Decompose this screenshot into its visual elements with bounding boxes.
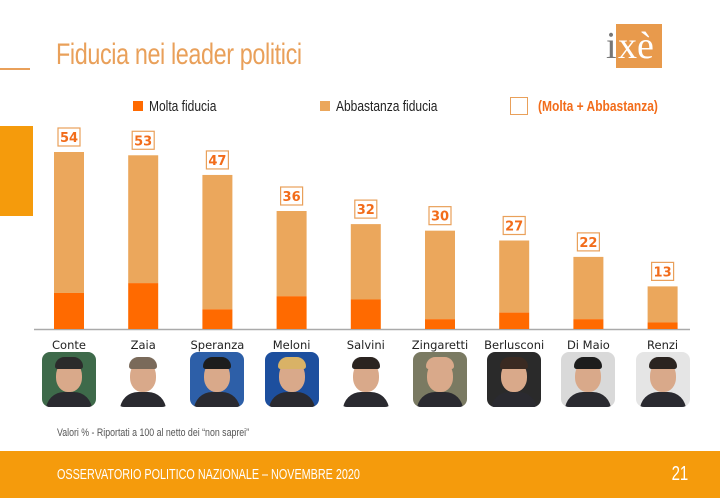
- suit-shape: [46, 392, 92, 407]
- hair-shape: [129, 357, 158, 369]
- bar-molta-conte: [54, 292, 84, 329]
- bar-abbastanza-conte: [54, 152, 84, 293]
- logo-letter-i: i: [606, 25, 617, 67]
- total-label-box: [650, 261, 675, 281]
- ixe-logo: i xè: [604, 24, 664, 68]
- hair-shape: [426, 357, 454, 369]
- bar-abbastanza-speranza: [202, 174, 233, 310]
- bar-molta-zaia: [128, 283, 159, 329]
- total-label-box: [57, 127, 81, 147]
- title-rule: [0, 68, 30, 70]
- leader-name: Conte: [52, 338, 86, 352]
- suit-shape: [417, 392, 463, 407]
- zingaretti-photo: [413, 352, 467, 407]
- hair-shape: [500, 357, 529, 369]
- footnote: Valori % - Riportati a 100 al netto dei …: [57, 427, 250, 439]
- conte-photo: [42, 352, 96, 407]
- suit-shape: [491, 392, 538, 407]
- legend-molta: Molta fiducia: [133, 96, 233, 116]
- legend-swatch-abbastanza: [320, 101, 330, 111]
- meloni-photo: [264, 352, 319, 407]
- leader-name: Zingaretti: [411, 338, 469, 352]
- suit-shape: [120, 392, 167, 407]
- suit-shape: [268, 392, 315, 407]
- speranza-photo: [190, 352, 245, 407]
- total-label-box: [576, 232, 601, 252]
- hair-shape: [55, 357, 83, 369]
- legend-swatch-molta: [133, 101, 143, 111]
- leader-name: Di Maio: [566, 338, 610, 352]
- total-label: 36: [283, 190, 301, 205]
- bar-molta-speranza: [202, 309, 233, 329]
- dimaio-photo: [561, 352, 616, 407]
- hair-shape: [203, 357, 232, 369]
- bar-molta-salvini: [350, 299, 381, 329]
- suit-shape: [342, 392, 389, 407]
- bar-molta-zingaretti: [425, 319, 455, 329]
- legend-swatch-totale: [510, 97, 528, 115]
- salvini-photo: [338, 352, 393, 407]
- total-label: 30: [431, 210, 449, 225]
- total-label: 27: [505, 220, 523, 235]
- legend-label-abbastanza: Abbastanza fiducia: [336, 97, 438, 115]
- logo-letters-xe: xè: [618, 25, 654, 67]
- leader-name: Meloni: [272, 338, 311, 352]
- hair-shape: [574, 357, 603, 369]
- footer-text: OSSERVATORIO POLITICO NAZIONALE – NOVEMB…: [57, 466, 360, 483]
- bar-abbastanza-salvini: [350, 224, 381, 300]
- total-label-box: [205, 150, 229, 170]
- bar-abbastanza-dimaio: [573, 256, 604, 320]
- page-number: 21: [671, 463, 688, 485]
- total-label: 13: [654, 265, 672, 280]
- suit-shape: [639, 392, 686, 407]
- legend-label-molta: Molta fiducia: [149, 97, 217, 115]
- total-label: 54: [60, 131, 78, 146]
- total-label: 47: [208, 154, 226, 169]
- leader-name: Berlusconi: [484, 338, 545, 352]
- total-label: 53: [134, 134, 152, 149]
- bar-abbastanza-renzi: [647, 286, 678, 323]
- legend-abbastanza: Abbastanza fiducia: [320, 96, 463, 116]
- logo-box: [616, 24, 662, 68]
- zaia-photo: [116, 352, 171, 407]
- leader-name: Renzi: [647, 338, 679, 352]
- bar-molta-berlusconi: [499, 312, 530, 329]
- total-label-box: [428, 206, 452, 226]
- total-label-box: [280, 186, 304, 206]
- leader-name: Salvini: [346, 338, 385, 352]
- bar-abbastanza-zingaretti: [425, 230, 455, 320]
- renzi-photo: [635, 352, 690, 407]
- suit-shape: [565, 392, 612, 407]
- total-label-box: [131, 130, 155, 150]
- hair-shape: [648, 357, 677, 369]
- page-title: Fiducia nei leader politici: [56, 38, 302, 71]
- total-label: 32: [357, 203, 375, 218]
- bar-molta-dimaio: [573, 319, 604, 329]
- leader-name: Speranza: [190, 338, 245, 352]
- bar-abbastanza-berlusconi: [499, 240, 530, 313]
- bar-molta-meloni: [276, 296, 307, 329]
- hair-shape: [277, 357, 306, 369]
- total-label-box: [354, 199, 378, 219]
- footer-bar: OSSERVATORIO POLITICO NAZIONALE – NOVEMB…: [0, 451, 720, 498]
- bar-abbastanza-meloni: [276, 211, 307, 297]
- berlusconi-photo: [487, 352, 542, 407]
- total-label: 22: [579, 236, 597, 251]
- legend-totale: (Molta + Abbastanza): [510, 96, 688, 116]
- side-accent-block: [0, 126, 33, 216]
- suit-shape: [194, 392, 241, 407]
- hair-shape: [351, 357, 380, 369]
- bar-molta-renzi: [647, 322, 678, 329]
- bar-abbastanza-zaia: [128, 155, 159, 284]
- total-label-box: [502, 215, 526, 236]
- leader-name: Zaia: [130, 338, 156, 352]
- legend-label-totale: (Molta + Abbastanza): [538, 97, 658, 115]
